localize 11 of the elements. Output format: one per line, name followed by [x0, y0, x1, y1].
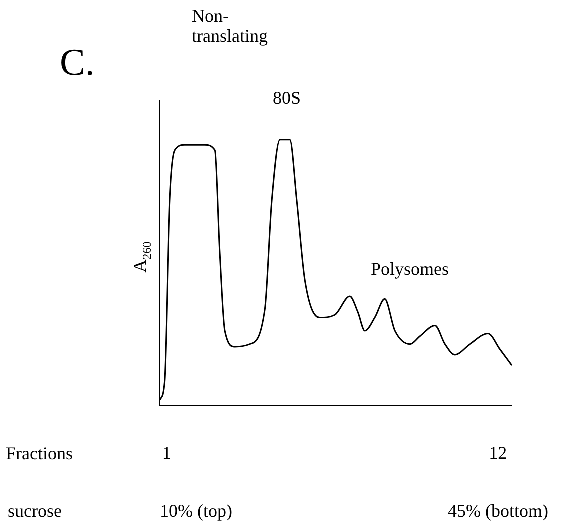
y-axis-title: A260 [130, 242, 154, 273]
text: Non-translating [192, 6, 268, 46]
text: 45% (bottom) [448, 501, 548, 521]
text: 10% (top) [160, 501, 232, 521]
x-axis-title: Fractions [6, 443, 73, 464]
text: 80S [272, 88, 302, 108]
text: sucrose [8, 501, 62, 521]
x-tick-label: 1 [162, 442, 172, 463]
annotation: Polysomes [370, 259, 450, 279]
x-tick-label: 12 [489, 442, 508, 463]
text: C. [60, 42, 95, 84]
